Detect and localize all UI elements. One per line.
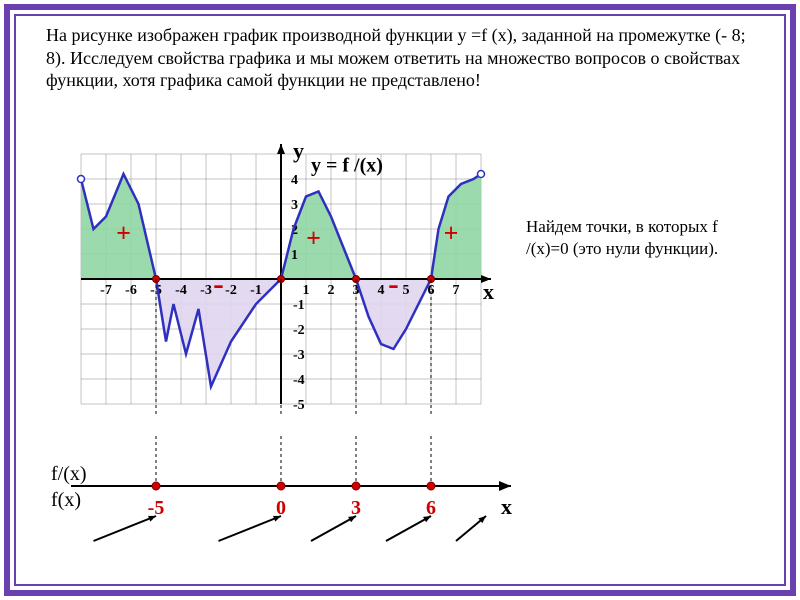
task-description: На рисунке изображен график производной … — [46, 24, 754, 92]
svg-text:2: 2 — [328, 283, 335, 298]
svg-text:3: 3 — [351, 497, 361, 519]
svg-text:-2: -2 — [225, 283, 237, 298]
number-line-diagram: f/(x) f(x) x -5 0 3 6 — [46, 436, 686, 556]
svg-text:-3: -3 — [200, 283, 212, 298]
svg-text:1: 1 — [303, 283, 310, 298]
svg-text:+: + — [306, 224, 321, 253]
svg-text:-3: -3 — [293, 348, 305, 363]
svg-text:-4: -4 — [175, 283, 187, 298]
svg-text:6: 6 — [426, 497, 436, 519]
svg-text:-5: -5 — [293, 398, 305, 413]
svg-text:y: y — [293, 144, 304, 163]
svg-text:f/(x): f/(x) — [51, 463, 87, 485]
svg-text:y = f /(x): y = f /(x) — [311, 155, 383, 177]
svg-text:-6: -6 — [125, 283, 137, 298]
svg-text:-: - — [213, 265, 224, 301]
svg-text:5: 5 — [403, 283, 410, 298]
svg-text:4: 4 — [291, 173, 298, 188]
svg-text:0: 0 — [276, 497, 286, 519]
svg-text:f(x): f(x) — [51, 489, 81, 511]
svg-text:x: x — [501, 494, 512, 519]
svg-text:x: x — [483, 279, 494, 304]
svg-text:+: + — [116, 219, 131, 248]
svg-text:-1: -1 — [250, 283, 262, 298]
svg-text:-: - — [388, 265, 399, 301]
derivative-chart: -7-6-5-4-3-2-112345674321-1-2-3-4-5+++--… — [61, 144, 501, 414]
svg-text:+: + — [444, 219, 459, 248]
svg-text:7: 7 — [453, 283, 460, 298]
svg-text:3: 3 — [291, 198, 298, 213]
svg-text:-1: -1 — [293, 298, 305, 313]
svg-text:-4: -4 — [293, 373, 305, 388]
svg-text:1: 1 — [291, 248, 298, 263]
svg-text:4: 4 — [378, 283, 385, 298]
svg-text:-5: -5 — [148, 497, 165, 519]
side-note: Найдем точки, в которых f /(x)=0 (это ну… — [526, 216, 746, 260]
svg-text:-2: -2 — [293, 323, 305, 338]
svg-text:-7: -7 — [100, 283, 112, 298]
